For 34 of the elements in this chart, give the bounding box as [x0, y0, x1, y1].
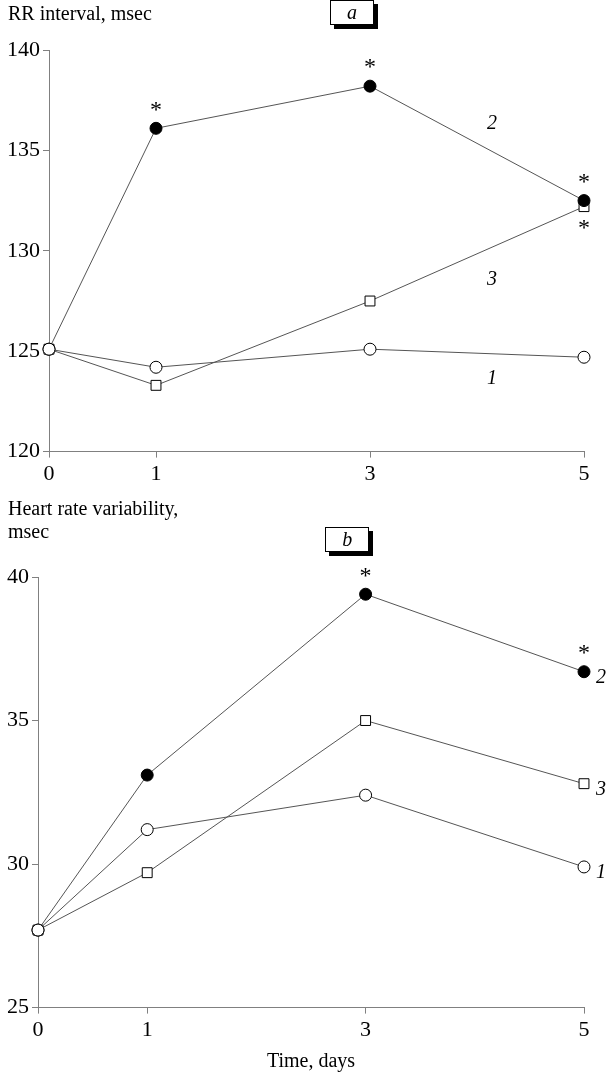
series-label: 1 — [487, 366, 497, 389]
series-label: 3 — [595, 776, 606, 799]
annotation: * — [578, 213, 590, 240]
y-tick-label: 130 — [7, 236, 40, 262]
annotation: * — [578, 167, 590, 194]
y-tick-label: 125 — [7, 336, 40, 362]
y-tick-label: 140 — [7, 35, 40, 61]
chart-title: b — [325, 527, 370, 552]
x-tick-label: 5 — [578, 459, 590, 485]
x-tick-label: 5 — [578, 1015, 590, 1041]
y-tick-label: 25 — [7, 993, 29, 1019]
y-tick-label: 35 — [7, 706, 29, 732]
series-label: 2 — [487, 110, 497, 133]
annotation: * — [359, 561, 372, 588]
series-label: 1 — [596, 860, 606, 883]
chart-title: a — [329, 0, 374, 25]
x-tick-label: 0 — [43, 459, 55, 485]
y-axis-title: RR interval, msec — [8, 2, 152, 25]
annotation: * — [578, 639, 590, 666]
x-tick-label: 3 — [360, 1015, 372, 1041]
series-label: 2 — [596, 664, 606, 687]
x-tick-label: 1 — [150, 459, 162, 485]
x-tick-label: 0 — [32, 1015, 44, 1041]
y-tick-label: 30 — [7, 849, 29, 875]
x-tick-label: 1 — [141, 1015, 153, 1041]
y-axis-title: Heart rate variability, msec — [8, 497, 180, 543]
x-axis-title: Time, days — [266, 1049, 356, 1073]
annotation: * — [150, 95, 162, 122]
y-tick-label: 40 — [7, 562, 29, 588]
x-tick-label: 3 — [364, 459, 376, 485]
annotation: * — [364, 53, 376, 80]
series-label: 3 — [486, 267, 497, 290]
y-tick-label: 120 — [7, 437, 40, 463]
y-tick-label: 135 — [7, 136, 40, 162]
